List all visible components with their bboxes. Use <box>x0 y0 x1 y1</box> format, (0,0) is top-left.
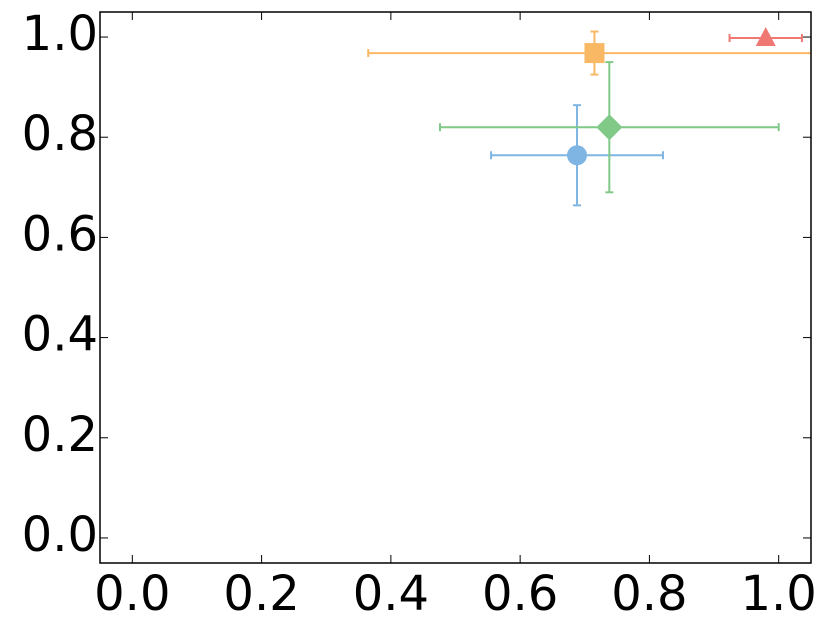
point <box>567 145 588 166</box>
point <box>755 27 776 47</box>
y-tick-label: 0.8 <box>22 106 98 162</box>
point <box>584 43 605 64</box>
y-tick-label: 1.0 <box>22 6 98 62</box>
point <box>596 114 623 141</box>
x-tick-label: 0.0 <box>94 566 170 622</box>
y-tick-label: 0.0 <box>22 507 98 563</box>
y-tick-label: 0.4 <box>22 307 98 363</box>
y-tick-label: 0.6 <box>22 206 98 262</box>
y-tick-label: 0.2 <box>22 407 98 463</box>
x-tick-label: 0.8 <box>611 566 687 622</box>
x-tick-label: 1.0 <box>741 566 817 622</box>
x-tick-label: 0.2 <box>223 566 299 622</box>
axes-frame <box>99 11 812 564</box>
plot-area <box>367 27 811 207</box>
x-tick-label: 0.6 <box>482 566 558 622</box>
x-tick-label: 0.4 <box>353 566 429 622</box>
